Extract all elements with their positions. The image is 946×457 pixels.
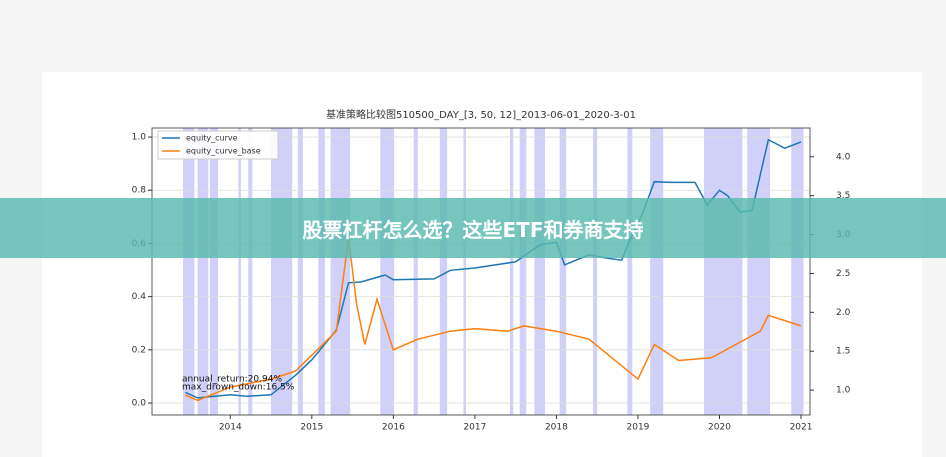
position-span bbox=[297, 128, 303, 415]
y2-tick-label: 3.5 bbox=[836, 191, 850, 201]
series-line bbox=[185, 238, 802, 402]
x-tick-label: 2018 bbox=[545, 423, 568, 433]
position-span bbox=[330, 128, 351, 415]
position-span bbox=[519, 128, 527, 415]
position-span bbox=[559, 128, 567, 415]
y2-tick-label: 2.5 bbox=[836, 269, 850, 279]
position-span bbox=[704, 128, 743, 415]
position-span bbox=[509, 128, 514, 415]
position-span bbox=[534, 128, 546, 415]
legend-box bbox=[157, 130, 279, 160]
x-tick-label: 2021 bbox=[790, 423, 813, 433]
y-tick-label: 0.2 bbox=[132, 345, 146, 355]
position-span bbox=[318, 128, 325, 415]
chart-title: 基准策略比较图510500_DAY_[3, 50, 12]_2013-06-01… bbox=[326, 108, 636, 121]
position-span bbox=[593, 128, 598, 415]
position-span bbox=[413, 128, 418, 415]
position-span bbox=[238, 128, 241, 415]
x-tick-label: 2015 bbox=[300, 423, 323, 433]
annotation: max_drown_down:16.5% bbox=[182, 383, 295, 393]
y2-tick-label: 2.0 bbox=[836, 308, 851, 318]
position-span bbox=[747, 128, 771, 415]
x-tick-label: 2014 bbox=[219, 423, 242, 433]
position-span bbox=[439, 128, 448, 415]
position-span bbox=[463, 128, 466, 415]
position-span bbox=[380, 128, 395, 415]
x-tick-label: 2020 bbox=[708, 423, 731, 433]
banner-text: 股票杠杆怎么选？这些ETF和券商支持 bbox=[302, 217, 644, 242]
annotation: annual_return:20.94% bbox=[182, 375, 282, 385]
position-span bbox=[791, 128, 804, 415]
banner: 股票杠杆怎么选？这些ETF和券商支持 bbox=[0, 198, 946, 258]
y-tick-label: 1.0 bbox=[132, 133, 147, 143]
x-tick-label: 2016 bbox=[382, 423, 405, 433]
y2-tick-label: 1.5 bbox=[836, 347, 850, 357]
position-span bbox=[271, 128, 293, 415]
position-span bbox=[197, 128, 209, 415]
y2-tick-label: 1.0 bbox=[836, 386, 851, 396]
x-tick-label: 2017 bbox=[463, 423, 486, 433]
y2-tick-label: 4.0 bbox=[836, 152, 851, 162]
position-span bbox=[248, 128, 253, 415]
position-span bbox=[182, 128, 195, 415]
position-span bbox=[627, 128, 633, 415]
legend-label: equity_curve_base bbox=[186, 147, 261, 156]
plot-frame bbox=[151, 127, 811, 416]
position-span bbox=[209, 128, 219, 415]
y-tick-label: 0.4 bbox=[132, 292, 147, 302]
position-span bbox=[650, 128, 664, 415]
y-tick-label: 0.8 bbox=[132, 186, 147, 196]
legend-label: equity_curve bbox=[186, 134, 238, 143]
y-tick-label: 0.0 bbox=[132, 399, 147, 409]
x-tick-label: 2019 bbox=[627, 423, 650, 433]
